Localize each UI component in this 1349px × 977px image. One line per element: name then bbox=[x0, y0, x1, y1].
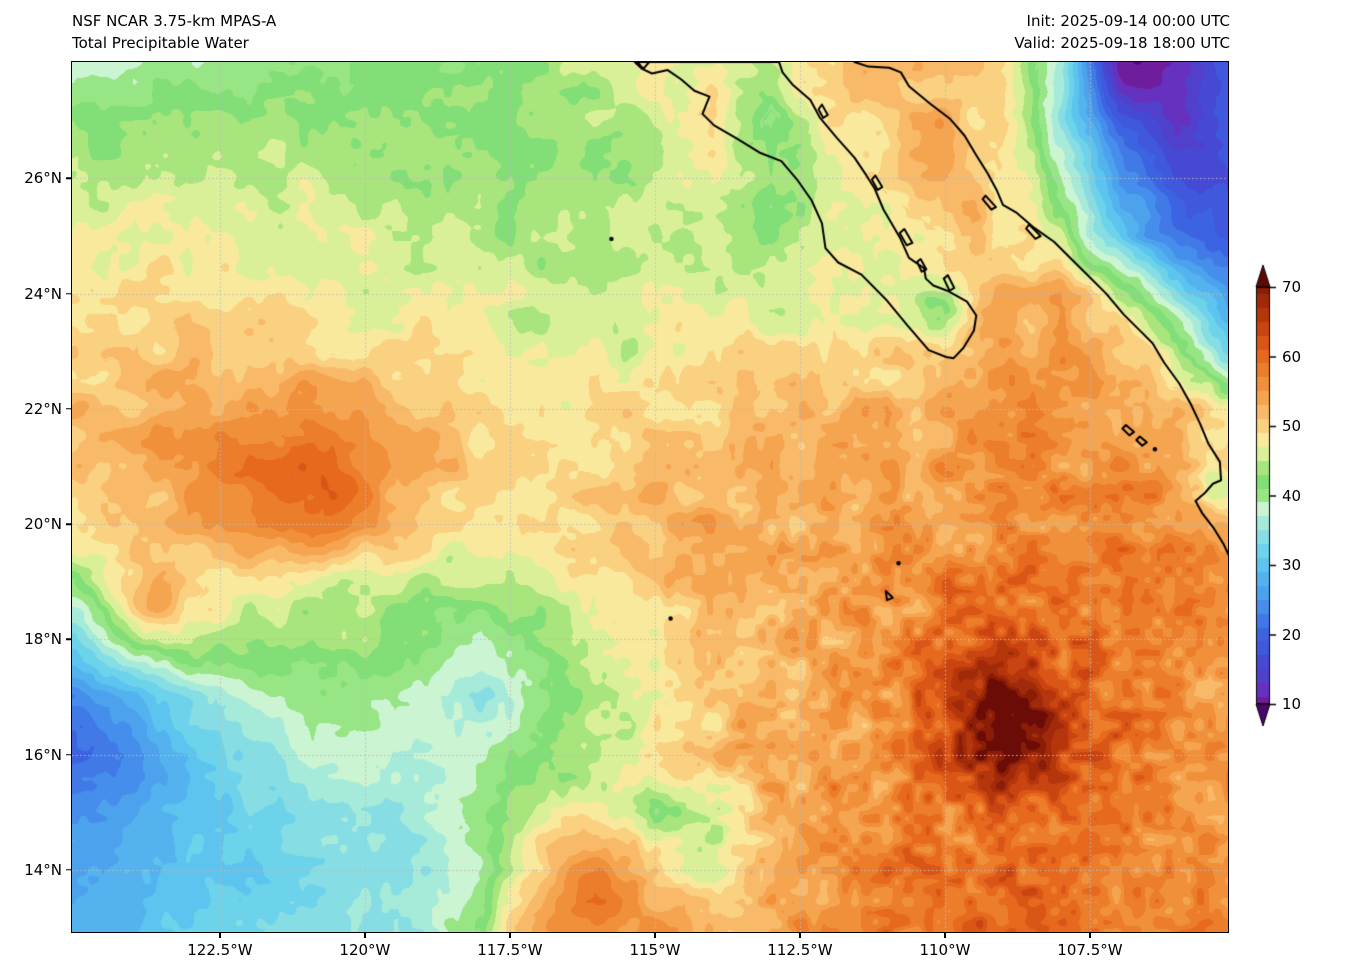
lat-tick-mark bbox=[66, 177, 71, 180]
lat-tick-mark bbox=[66, 523, 71, 525]
plot-time-block: Init: 2025-09-14 00:00 UTC Valid: 2025-0… bbox=[1014, 10, 1230, 54]
colorbar-tick-label: 10 bbox=[1282, 695, 1302, 713]
valid-time: Valid: 2025-09-18 18:00 UTC bbox=[1014, 34, 1230, 52]
colorbar-tick-label: 40 bbox=[1282, 486, 1302, 505]
lat-tick-mark bbox=[66, 408, 71, 410]
lon-tick-label: 115°W bbox=[629, 941, 681, 959]
lat-tick-label: 14°N bbox=[24, 860, 62, 879]
init-time: Init: 2025-09-14 00:00 UTC bbox=[1026, 12, 1230, 30]
colorbar-tick-label: 60 bbox=[1282, 347, 1302, 366]
map-panel bbox=[71, 61, 1229, 933]
precipitable-water-map bbox=[72, 62, 1228, 932]
lon-tick-label: 120°W bbox=[339, 941, 391, 959]
lat-tick-label: 26°N bbox=[24, 169, 62, 188]
colorbar-units-label: [mm] bbox=[1303, 436, 1349, 556]
lat-tick-mark bbox=[66, 869, 71, 871]
lon-tick-label: 117.5°W bbox=[477, 941, 543, 959]
lon-tick-mark bbox=[654, 932, 656, 938]
lat-tick-label: 18°N bbox=[24, 630, 62, 649]
plot-title-block: NSF NCAR 3.75-km MPAS-A Total Precipitab… bbox=[72, 10, 276, 54]
product-title: Total Precipitable Water bbox=[72, 34, 249, 52]
lon-tick-label: 107.5°W bbox=[1057, 941, 1123, 959]
lat-tick-label: 22°N bbox=[24, 399, 62, 418]
lat-tick-label: 20°N bbox=[24, 515, 62, 534]
colorbar-tick-label: 50 bbox=[1282, 417, 1302, 435]
lon-tick-label: 112.5°W bbox=[767, 941, 833, 959]
lat-tick-mark bbox=[66, 638, 71, 641]
lat-tick-label: 16°N bbox=[24, 745, 62, 764]
model-title: NSF NCAR 3.75-km MPAS-A bbox=[72, 12, 277, 30]
lon-tick-label: 110°W bbox=[919, 941, 971, 959]
lon-tick-mark bbox=[1089, 932, 1091, 938]
lat-tick-mark bbox=[66, 753, 71, 756]
lon-tick-mark bbox=[799, 932, 801, 938]
lon-tick-mark bbox=[944, 932, 946, 938]
colorbar-tick-label: 70 bbox=[1282, 278, 1302, 296]
lat-tick-mark bbox=[66, 292, 71, 295]
lon-tick-label: 122.5°W bbox=[187, 941, 253, 959]
colorbar bbox=[1252, 264, 1278, 734]
lon-tick-mark bbox=[364, 932, 366, 938]
lat-tick-label: 24°N bbox=[24, 284, 62, 303]
colorbar-tick-label: 30 bbox=[1282, 556, 1302, 574]
lon-tick-mark bbox=[219, 932, 221, 938]
lon-tick-mark bbox=[509, 932, 511, 938]
colorbar-tick-label: 20 bbox=[1282, 625, 1302, 644]
